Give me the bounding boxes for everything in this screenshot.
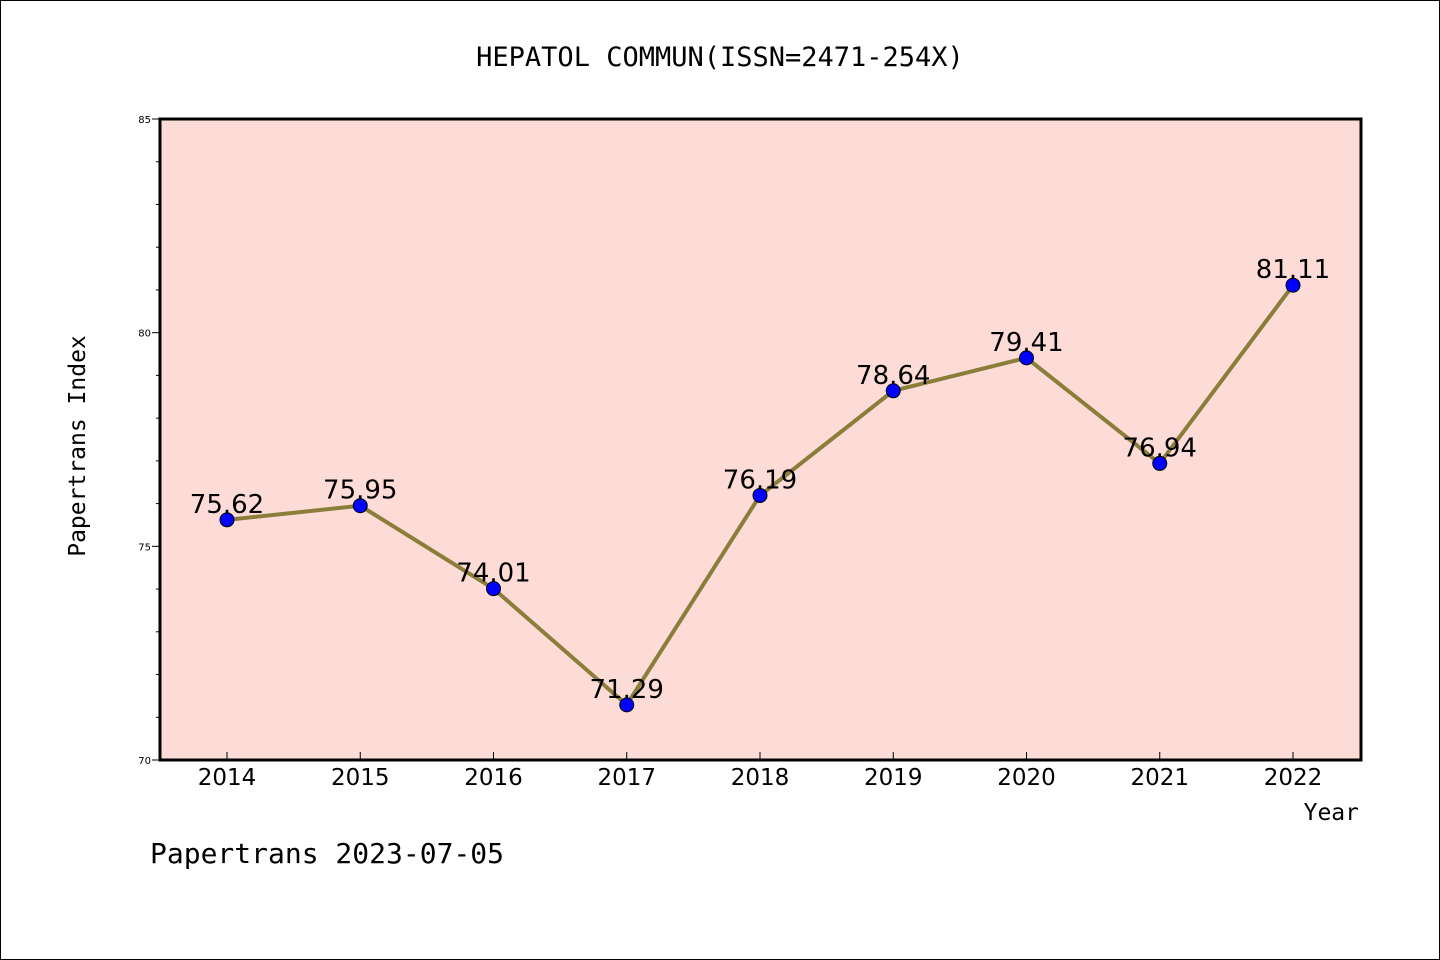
- x-tick-label: 2020: [997, 765, 1056, 791]
- data-point: [752, 487, 768, 503]
- data-label: 74.01: [456, 559, 530, 589]
- footer-text: Papertrans 2023-07-05: [150, 837, 504, 870]
- data-label: 75.95: [323, 476, 397, 506]
- data-points: [219, 277, 1301, 713]
- data-label: 79.41: [989, 328, 1063, 358]
- data-label: 76.19: [723, 465, 797, 495]
- data-label: 76.94: [1123, 433, 1197, 463]
- data-label: 71.29: [590, 675, 664, 705]
- data-point: [219, 512, 235, 528]
- x-tick-label: 2022: [1264, 765, 1323, 791]
- x-tick-label: 2018: [731, 765, 790, 791]
- x-tick-label: 2015: [331, 765, 390, 791]
- data-point: [619, 697, 635, 713]
- data-label: 75.62: [190, 490, 264, 520]
- x-tick-label: 2014: [198, 765, 257, 791]
- data-point: [352, 498, 368, 514]
- data-labels: 75.62 75.95 74.01 71.29 76.19 78.64 79.41 76.94…: [190, 255, 1330, 705]
- x-tick-label: 2021: [1130, 765, 1189, 791]
- plot-border: [158, 117, 1363, 762]
- chart-title: HEPATOL COMMUN(ISSN=2471-254X): [476, 42, 964, 73]
- y-axis-ticks: 70 75 80 85: [138, 115, 160, 767]
- x-tick-label: 2019: [864, 765, 923, 791]
- data-point: [486, 581, 501, 597]
- data-point: [885, 383, 901, 399]
- y-axis-label: Papertrans Index: [65, 335, 91, 557]
- x-tick-label: 2016: [464, 765, 523, 791]
- y-tick-label: 70: [138, 756, 151, 767]
- data-label: 81.11: [1256, 255, 1330, 285]
- data-point: [1152, 455, 1168, 471]
- y-tick-label: 85: [138, 115, 151, 126]
- y-tick-label: 80: [138, 329, 151, 340]
- plot-area: [160, 119, 1361, 760]
- x-axis-ticks: 2014 2015 2016 2017 2018 2019 2020 2021 2022: [198, 752, 1323, 791]
- x-tick-label: 2017: [597, 765, 656, 791]
- data-point: [1285, 277, 1301, 293]
- x-axis-label: Year: [1304, 800, 1359, 826]
- y-tick-label: 75: [138, 542, 151, 553]
- data-label: 78.64: [856, 361, 930, 391]
- data-point: [1019, 350, 1034, 366]
